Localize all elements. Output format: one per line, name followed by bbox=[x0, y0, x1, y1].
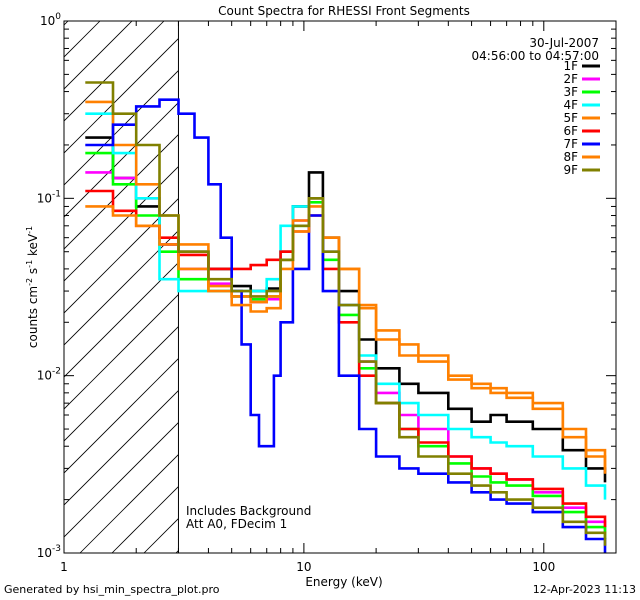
time-range-label: 04:56:00 to 04:57:00 bbox=[472, 49, 599, 63]
chart-title: Count Spectra for RHESSI Front Segments bbox=[218, 4, 470, 18]
y-axis-label: counts cm-2 s-1 keV-1 bbox=[25, 226, 40, 348]
legend-label-8F: 8F bbox=[563, 150, 578, 164]
legend-label-9F: 9F bbox=[563, 163, 578, 177]
hatch-line bbox=[64, 261, 179, 378]
hatch-line bbox=[64, 101, 179, 218]
y-label-tail: keV bbox=[26, 233, 40, 260]
hatched-region bbox=[64, 21, 179, 553]
legend-label-4F: 4F bbox=[563, 98, 578, 112]
y-label-exp3: -1 bbox=[25, 226, 34, 234]
legend-label-2F: 2F bbox=[563, 72, 578, 86]
annotation-background: Includes Background bbox=[186, 504, 311, 518]
legend-label-5F: 5F bbox=[563, 111, 578, 125]
legend-label-3F: 3F bbox=[563, 85, 578, 99]
y-tick-label: 10-2 bbox=[37, 367, 61, 383]
plot-frame bbox=[63, 20, 617, 554]
y-label-exp1: -2 bbox=[25, 278, 34, 286]
legend-label-6F: 6F bbox=[563, 124, 578, 138]
x-axis-label: Energy (keV) bbox=[305, 575, 382, 589]
annotation-attenuator: Att A0, FDecim 1 bbox=[186, 517, 287, 531]
x-tick-label: 1 bbox=[60, 560, 68, 574]
series-line-9F bbox=[85, 81, 607, 546]
hatch-line bbox=[79, 453, 179, 553]
legend-label-1F: 1F bbox=[563, 59, 578, 73]
series-line-3F bbox=[85, 151, 607, 539]
series-layer bbox=[85, 81, 607, 553]
hatch-line bbox=[64, 229, 179, 346]
x-tick-label: 10 bbox=[296, 560, 311, 574]
hatch-line bbox=[64, 389, 179, 506]
y-label-mid: s bbox=[26, 268, 40, 278]
y-axis: 100 10-1 10-2 10-3 bbox=[37, 12, 616, 560]
series-line-6F bbox=[85, 189, 607, 528]
series-line-5F bbox=[85, 100, 607, 474]
footer-generated-by: Generated by hsi_min_spectra_plot.pro bbox=[4, 583, 220, 596]
hatch-line bbox=[64, 357, 179, 474]
y-tick-label: 10-3 bbox=[37, 544, 61, 560]
x-axis: 1 10 100 bbox=[60, 21, 617, 574]
hatch-line bbox=[64, 69, 179, 186]
series-line-8F bbox=[85, 205, 607, 469]
hatch-line bbox=[64, 197, 179, 314]
y-tick-label: 10-1 bbox=[37, 189, 61, 205]
y-label-base: counts cm bbox=[26, 286, 40, 348]
hatch-line bbox=[64, 21, 101, 58]
hatch-line bbox=[64, 421, 179, 538]
series-line-4F bbox=[85, 112, 607, 500]
legend-label-7F: 7F bbox=[563, 137, 578, 151]
date-label: 30-Jul-2007 bbox=[529, 36, 599, 50]
y-label-exp2: -1 bbox=[25, 260, 34, 268]
footer-timestamp: 12-Apr-2023 11:13 bbox=[532, 583, 636, 596]
x-tick-label: 100 bbox=[532, 560, 555, 574]
y-tick-label: 100 bbox=[40, 12, 61, 28]
hatch-line bbox=[111, 485, 179, 553]
hatch-line bbox=[64, 21, 165, 122]
hatch-line bbox=[64, 37, 179, 154]
